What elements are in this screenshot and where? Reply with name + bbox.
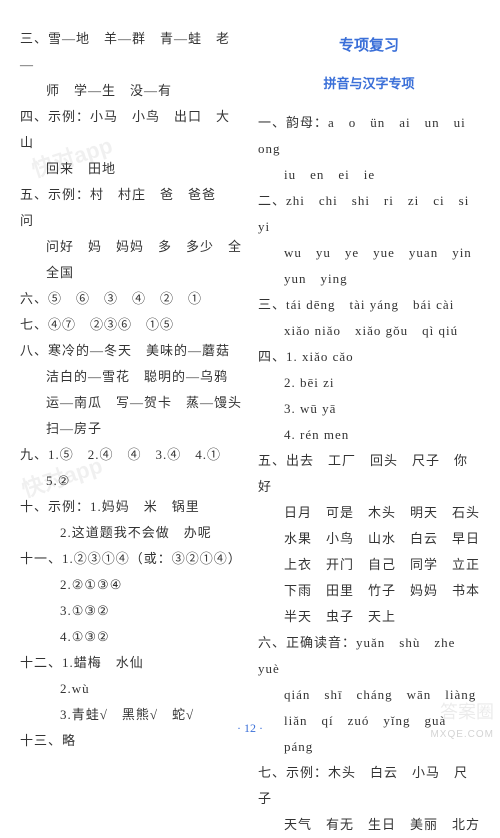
right-one-l2: iu en ei ie — [258, 162, 480, 188]
right-four-l1: 四、1. xiǎo cǎo — [258, 344, 480, 370]
left-twelve-l2: 2.wù — [20, 676, 242, 702]
left-eight-l1: 八、寒冷的—冬天 美味的—蘑菇 — [20, 338, 242, 364]
sub-title: 拼音与汉字专项 — [258, 73, 480, 92]
left-nine-l2: 5.② — [20, 468, 242, 494]
left-column: 三、雪—地 羊—群 青—蛙 老— 师 学—生 没—有 四、示例：小马 小鸟 出口… — [12, 20, 250, 714]
page-container: 三、雪—地 羊—群 青—蛙 老— 师 学—生 没—有 四、示例：小马 小鸟 出口… — [0, 0, 500, 744]
right-one-l1: 一、韵母：a o ün ai un ui ong — [258, 110, 480, 162]
left-eleven-l2: 2.②①③④ — [20, 572, 242, 598]
left-five-l3: 全国 — [20, 260, 242, 286]
right-seven-l1: 七、示例：木头 白云 小马 尺子 — [258, 760, 480, 812]
left-seven: 七、④⑦ ②③⑥ ①⑤ — [20, 312, 242, 338]
section-title: 专项复习 — [258, 34, 480, 55]
right-two-l1: 二、zhi chi shi ri zi ci si yi — [258, 188, 480, 240]
right-five-l2: 日月 可是 木头 明天 石头 — [258, 500, 480, 526]
left-eleven-l4: 4.①③② — [20, 624, 242, 650]
right-four-l3: 3. wū yā — [258, 396, 480, 422]
right-two-l3: yun ying — [258, 266, 480, 292]
left-eleven-l3: 3.①③② — [20, 598, 242, 624]
left-three-l2: 师 学—生 没—有 — [20, 78, 242, 104]
left-five-l1: 五、示例：村 村庄 爸 爸爸 问 — [20, 182, 242, 234]
right-six-l1: 六、正确读音：yuǎn shù zhe yuè — [258, 630, 480, 682]
left-twelve-l1: 十二、1.蜡梅 水仙 — [20, 650, 242, 676]
left-eight-l3: 运—南瓜 写—贺卡 蒸—馒头 — [20, 390, 242, 416]
left-four-l2: 回来 田地 — [20, 156, 242, 182]
left-eight-l4: 扫—房子 — [20, 416, 242, 442]
right-column: 专项复习 拼音与汉字专项 一、韵母：a o ün ai un ui ong iu… — [250, 20, 488, 714]
left-nine-l1: 九、1.⑤ 2.④ ④ 3.④ 4.① — [20, 442, 242, 468]
left-four-l1: 四、示例：小马 小鸟 出口 大山 — [20, 104, 242, 156]
left-six: 六、⑤ ⑥ ③ ④ ② ① — [20, 286, 242, 312]
page-number: · 12 · — [0, 721, 500, 736]
left-ten-l1: 十、示例：1.妈妈 米 锅里 — [20, 494, 242, 520]
right-two-l2: wu yu ye yue yuan yin — [258, 240, 480, 266]
left-eleven-l1: 十一、1.②③①④（或：③②①④） — [20, 546, 242, 572]
watermark-brand: 答案圈 — [440, 698, 494, 724]
left-three-l1: 三、雪—地 羊—群 青—蛙 老— — [20, 26, 242, 78]
right-three-l2: xiǎo niǎo xiǎo gǒu qì qiú — [258, 318, 480, 344]
left-ten-l2: 2.这道题我不会做 办呢 — [20, 520, 242, 546]
right-five-l3: 水果 小鸟 山水 白云 早日 — [258, 526, 480, 552]
right-seven-l2: 天气 有无 生日 美丽 北方 — [258, 812, 480, 838]
right-three-l1: 三、tái dēng tài yáng bái cài — [258, 292, 480, 318]
right-four-l4: 4. rén men — [258, 422, 480, 448]
watermark-site: MXQE.COM — [430, 729, 494, 740]
right-five-l1: 五、出去 工厂 回头 尺子 你好 — [258, 448, 480, 500]
right-four-l2: 2. bēi zi — [258, 370, 480, 396]
right-five-l5: 下雨 田里 竹子 妈妈 书本 — [258, 578, 480, 604]
right-five-l4: 上衣 开门 自己 同学 立正 — [258, 552, 480, 578]
left-eight-l2: 洁白的—雪花 聪明的—乌鸦 — [20, 364, 242, 390]
left-five-l2: 问好 妈 妈妈 多 多少 全 — [20, 234, 242, 260]
right-five-l6: 半天 虫子 天上 — [258, 604, 480, 630]
